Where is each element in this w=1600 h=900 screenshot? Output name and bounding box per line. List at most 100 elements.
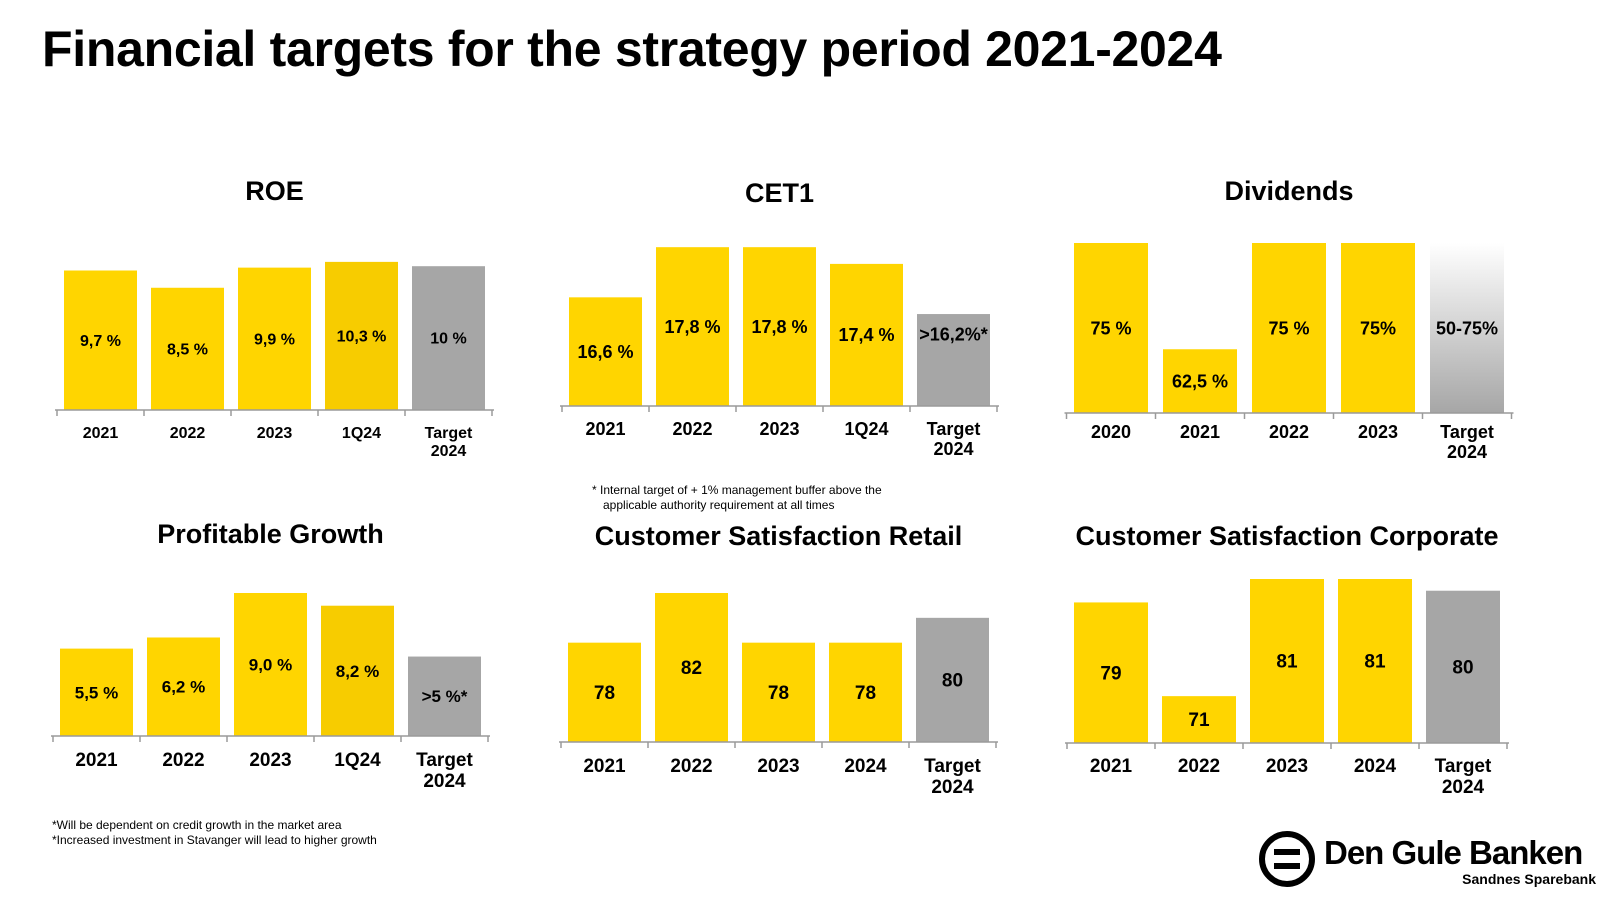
category-tick-label: 2021 xyxy=(583,756,626,777)
bar-value-label: 62,5 % xyxy=(1172,371,1228,391)
bar-2022 xyxy=(147,637,220,736)
category-tick-label: 2023 xyxy=(1266,756,1308,777)
bar-value-label: 80 xyxy=(942,671,963,692)
category-tick-label: 2020 xyxy=(1091,422,1131,442)
bar-2021 xyxy=(1163,349,1237,413)
bar-value-label: 16,6 % xyxy=(577,342,633,362)
cet1-footnote: * Internal target of + 1% management buf… xyxy=(592,483,882,513)
bar-value-label: 50-75% xyxy=(1436,318,1498,338)
category-tick-label: Target 2024 xyxy=(416,750,473,792)
category-tick-label: Target 2024 xyxy=(1435,756,1492,798)
bar-2023 xyxy=(1341,243,1415,413)
category-tick-label: Target 2024 xyxy=(924,756,981,798)
chart-cs-retail: Customer Satisfaction Retail 78 2021 82 2022… xyxy=(559,521,998,798)
bar-2021 xyxy=(60,648,133,736)
bar-value-label: 82 xyxy=(681,658,702,679)
bar-value-label: 5,5 % xyxy=(75,683,118,702)
bar-value-label: 9,9 % xyxy=(254,331,295,348)
bar-value-label: >5 %* xyxy=(422,687,468,706)
category-tick-label: 2021 xyxy=(1180,422,1220,442)
bar-2023 xyxy=(234,593,307,736)
chart-roe: ROE 9,7 % 2021 8,5 % 2022 9,9 % 2023 10,3 % 1Q24… xyxy=(55,176,494,460)
bar-value-label: 71 xyxy=(1188,710,1210,731)
logo-name: Den Gule Banken xyxy=(1324,834,1583,871)
bar-value-label: 81 xyxy=(1364,652,1386,673)
category-tick-label: 2022 xyxy=(672,419,712,439)
category-tick-label: 2022 xyxy=(1269,422,1309,442)
category-tick-label: 1Q24 xyxy=(342,425,381,442)
category-tick-label: 2021 xyxy=(83,425,119,442)
category-tick-label: 2023 xyxy=(757,756,799,777)
bar-2020 xyxy=(1074,243,1148,413)
bar-value-label: 17,8 % xyxy=(664,317,720,337)
chart-title: Customer Satisfaction Retail xyxy=(595,521,963,551)
bar-2021 xyxy=(569,297,642,406)
bar-2021 xyxy=(568,642,641,742)
bar-target-2024 xyxy=(408,656,481,736)
category-tick-label: 2023 xyxy=(249,750,291,771)
bar-2022 xyxy=(151,287,224,410)
category-tick-label: 2022 xyxy=(170,425,206,442)
chart-title: CET1 xyxy=(745,178,814,208)
bar-1q24 xyxy=(830,263,903,406)
bar-2021 xyxy=(64,270,137,410)
bar-value-label: 79 xyxy=(1100,663,1121,684)
bar-value-label: 8,5 % xyxy=(167,341,208,358)
bar-2023 xyxy=(1250,579,1324,743)
bar-target-2024 xyxy=(917,314,990,406)
category-tick-label: 2021 xyxy=(1090,756,1133,777)
bar-2023 xyxy=(238,267,311,410)
bar-value-label: 78 xyxy=(594,683,615,704)
category-tick-label: 2023 xyxy=(759,419,799,439)
bar-1q24 xyxy=(325,261,398,410)
bar-value-label: 75 % xyxy=(1268,318,1309,338)
category-tick-label: 2022 xyxy=(162,750,204,771)
chart-title: ROE xyxy=(245,176,304,206)
bar-value-label: 8,2 % xyxy=(336,662,379,681)
bank-logo: Den Gule Banken Sandnes Sparebank xyxy=(1258,830,1598,892)
bar-value-label: 17,8 % xyxy=(751,317,807,337)
bar-target-2024 xyxy=(1430,243,1504,413)
bar-value-label: 75% xyxy=(1360,318,1396,338)
bar-2021 xyxy=(1074,602,1148,743)
category-tick-label: 2021 xyxy=(585,419,625,439)
bar-value-label: 78 xyxy=(768,683,789,704)
chart-profitable-growth: Profitable Growth 5,5 % 2021 6,2 % 2022 9,0 %… xyxy=(51,519,490,792)
bar-2024 xyxy=(1338,579,1412,743)
category-tick-label: Target 2024 xyxy=(927,419,981,459)
chart-cs-corporate: Customer Satisfaction Corporate 79 2021 71 2… xyxy=(1065,521,1509,798)
chart-title: Dividends xyxy=(1224,176,1353,206)
growth-footnote-line: *Increased investment in Stavanger will … xyxy=(52,833,377,847)
chart-title: Profitable Growth xyxy=(157,519,384,549)
bar-value-label: 81 xyxy=(1276,652,1298,673)
category-tick-label: 2021 xyxy=(75,750,118,771)
bar-value-label: 10,3 % xyxy=(337,329,387,346)
chart-cet1: CET1 16,6 % 2021 17,8 % 2022 17,8 % 2023 17,4 %… xyxy=(560,178,999,459)
chart-dividends: Dividends 75 % 2020 62,5 % 2021 75 % 2022 75% 20… xyxy=(1064,176,1514,462)
bar-value-label: 75 % xyxy=(1090,318,1131,338)
category-tick-label: 2023 xyxy=(1358,422,1398,442)
bar-value-label: 80 xyxy=(1452,658,1473,679)
bar-target-2024 xyxy=(1426,590,1500,743)
bar-value-label: 17,4 % xyxy=(838,325,894,345)
logo-subtitle: Sandnes Sparebank xyxy=(1462,871,1596,887)
category-tick-label: 1Q24 xyxy=(844,419,888,439)
bar-value-label: 9,0 % xyxy=(249,655,292,674)
growth-footnote: *Will be dependent on credit growth in t… xyxy=(52,818,377,848)
category-tick-label: 2022 xyxy=(1178,756,1220,777)
cet1-footnote-line: applicable authority requirement at all … xyxy=(603,498,835,512)
bar-2022 xyxy=(656,247,729,406)
bar-2023 xyxy=(742,642,815,742)
bar-value-label: 6,2 % xyxy=(162,678,205,697)
bank-equals-icon xyxy=(1259,831,1315,887)
bar-value-label: 78 xyxy=(855,683,876,704)
bar-target-2024 xyxy=(412,266,485,410)
category-tick-label: Target 2024 xyxy=(425,425,473,460)
bar-1q24 xyxy=(321,605,394,736)
cet1-footnote-line: * Internal target of + 1% management buf… xyxy=(592,483,882,497)
bar-2023 xyxy=(743,247,816,406)
bar-value-label: 9,7 % xyxy=(80,333,121,350)
bar-2022 xyxy=(1162,696,1236,743)
category-tick-label: 2023 xyxy=(257,425,293,442)
category-tick-label: 2024 xyxy=(1354,756,1397,777)
